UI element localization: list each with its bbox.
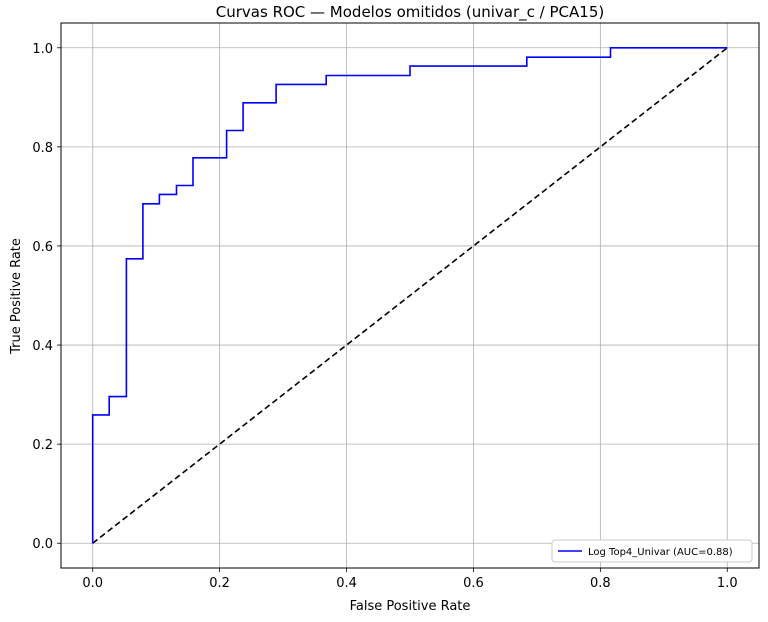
plot-frame [60,22,760,569]
legend-label: Log Top4_Univar (AUC=0.88) [588,547,733,558]
y-tick-label: 0.0 [32,537,53,552]
legend: Log Top4_Univar (AUC=0.88) [551,539,753,563]
chart-title: Curvas ROC — Modelos omitidos (univar_c … [216,3,604,22]
x-tick-label: 0.2 [209,576,230,591]
y-tick-label: 0.6 [32,240,53,255]
diagonal-reference-line [92,47,728,544]
x-tick-label: 1.0 [717,576,738,591]
x-tick-label: 0.6 [463,576,484,591]
x-axis-ticks: 0.0 0.2 0.4 0.6 0.8 1.0 [82,568,738,591]
grid [61,23,759,568]
y-axis-ticks: 0.0 0.2 0.4 0.6 0.8 1.0 [32,42,61,552]
roc-curve-line [91,46,728,544]
y-tick-label: 0.8 [32,141,53,156]
x-tick-label: 0.8 [590,576,611,591]
x-axis-label: False Positive Rate [350,599,471,614]
y-tick-label: 1.0 [32,42,53,57]
series-layer [91,46,728,544]
x-tick-label: 0.0 [82,576,103,591]
legend-box [551,539,753,563]
x-tick-label: 0.4 [336,576,357,591]
y-tick-label: 0.4 [32,339,53,354]
y-tick-label: 0.2 [32,438,53,453]
y-axis-label: True Positive Rate [9,238,24,355]
